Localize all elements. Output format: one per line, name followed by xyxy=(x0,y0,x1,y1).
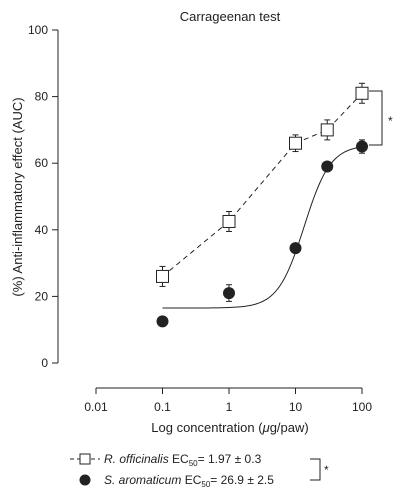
x-ticks: 0.01 0.1 1 10 100 xyxy=(84,388,372,414)
data-point-s-aromaticum xyxy=(321,160,334,173)
legend: R. officinalis EC50= 1.97 ± 0.3 S. aroma… xyxy=(70,452,329,489)
y-axis-label: (%) Anti-inflammatory effect (AUC) xyxy=(10,97,25,296)
data-points xyxy=(156,86,369,328)
data-point-s-aromaticum xyxy=(223,287,235,300)
x-tick-label: 0.01 xyxy=(84,400,108,414)
y-tick-label: 20 xyxy=(35,289,49,303)
x-tick-label: 10 xyxy=(289,400,303,414)
legend-label-r-officinalis: R. officinalis EC50= 1.97 ± 0.3 xyxy=(104,452,262,468)
data-point-r-officinalis xyxy=(320,123,334,137)
legend-label-s-aromaticum: S. aromaticum EC50= 26.9 ± 2.5 xyxy=(104,473,274,489)
significance-bracket-legend: * xyxy=(310,458,329,481)
bracket-line xyxy=(369,90,383,146)
data-point-r-officinalis xyxy=(355,86,369,100)
data-point-r-officinalis xyxy=(222,214,236,228)
y-tick-label: 60 xyxy=(35,156,49,170)
legend-filled-circle-marker xyxy=(79,474,91,486)
data-point-r-officinalis xyxy=(289,136,302,150)
legend-item-s-aromaticum: S. aromaticum EC50= 26.9 ± 2.5 xyxy=(79,473,274,489)
fit-curve-r-officinalis xyxy=(162,92,363,277)
x-tick-label: 1 xyxy=(226,400,233,414)
significance-bracket-right: * xyxy=(369,90,393,146)
y-tick-label: 100 xyxy=(28,23,48,37)
y-tick-label: 80 xyxy=(35,90,49,104)
legend-significance-star: * xyxy=(324,463,329,477)
x-tick-label: 0.1 xyxy=(154,400,171,414)
data-point-s-aromaticum xyxy=(156,315,169,328)
y-tick-label: 0 xyxy=(41,356,48,370)
y-tick-label: 40 xyxy=(35,223,49,237)
legend-open-square-marker xyxy=(79,453,91,465)
significance-star: * xyxy=(388,114,393,128)
legend-item-r-officinalis: R. officinalis EC50= 1.97 ± 0.3 xyxy=(70,452,262,468)
chart-title: Carrageenan test xyxy=(180,9,281,24)
error-bars xyxy=(159,82,365,302)
legend-bracket-line xyxy=(310,458,321,481)
fit-curve-s-aromaticum xyxy=(162,146,363,309)
x-axis-label: Log concentration (μg/paw) xyxy=(151,420,308,435)
data-point-r-officinalis xyxy=(156,269,169,283)
y-ticks: 0 20 40 60 80 100 xyxy=(28,23,58,370)
data-point-s-aromaticum xyxy=(356,140,368,153)
data-point-s-aromaticum xyxy=(289,242,302,255)
x-tick-label: 100 xyxy=(352,400,372,414)
